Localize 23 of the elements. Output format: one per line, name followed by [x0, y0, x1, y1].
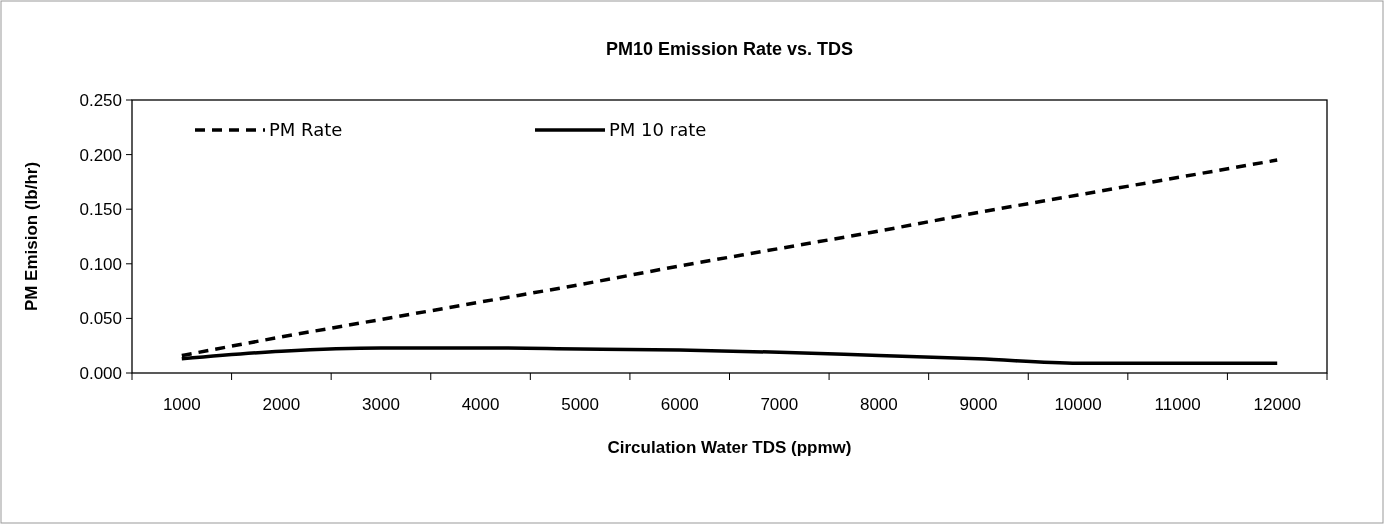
y-tick-label: 0.100: [79, 254, 122, 274]
x-tick-label: 10000: [1054, 395, 1102, 414]
y-tick-label: 0.050: [79, 309, 122, 329]
x-tick-label: 6000: [660, 395, 699, 414]
x-tick-label: 4000: [461, 395, 500, 414]
x-tick-label: 1000: [162, 395, 201, 414]
x-axis-title: Circulation Water TDS (ppmw): [607, 438, 852, 457]
x-tick-label: 8000: [859, 395, 898, 414]
y-tick-label: 0.200: [79, 145, 122, 165]
legend-label: PM Rate: [269, 119, 343, 141]
x-tick-label: 9000: [959, 395, 998, 414]
x-tick-label: 5000: [561, 395, 600, 414]
x-tick-label: 7000: [760, 395, 799, 414]
y-axis-title: PM Emision (lb/hr): [22, 161, 41, 312]
y-tick-label: 0.150: [79, 200, 122, 220]
y-tick-label: 0.250: [79, 90, 122, 110]
chart-title: PM10 Emission Rate vs. TDS: [605, 39, 854, 59]
x-tick-label: 2000: [262, 395, 301, 414]
legend-label: PM 10 rate: [609, 119, 707, 141]
x-tick-label: 11000: [1154, 395, 1201, 414]
y-tick-label: 0.000: [79, 363, 122, 383]
x-tick-label: 3000: [362, 395, 400, 414]
x-tick-label: 12000: [1253, 395, 1301, 414]
